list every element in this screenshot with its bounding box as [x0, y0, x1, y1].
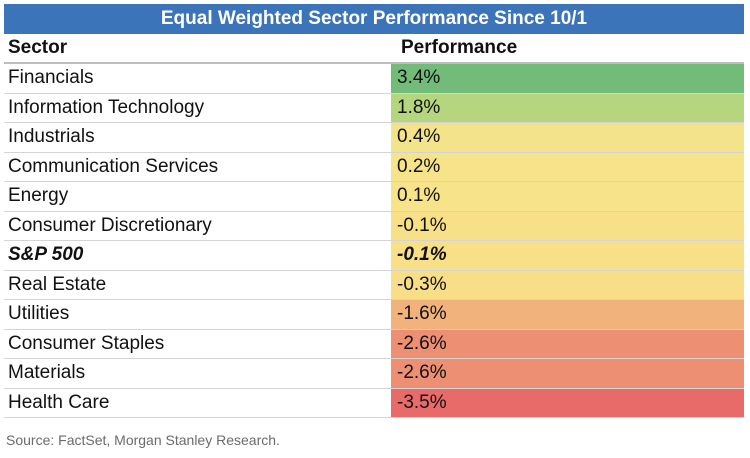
- performance-value: -2.6%: [391, 359, 744, 388]
- sector-name: Utilities: [8, 303, 70, 325]
- sector-name: Real Estate: [8, 273, 107, 295]
- performance-value: 1.8%: [391, 93, 744, 122]
- sector-name: Health Care: [8, 391, 110, 413]
- table-row: Consumer Discretionary -0.1%: [4, 211, 744, 241]
- performance-value: 3.4%: [391, 64, 744, 93]
- table-row: Real Estate -0.3%: [4, 270, 744, 300]
- sector-name: Consumer Discretionary: [8, 214, 212, 236]
- table-title: Equal Weighted Sector Performance Since …: [4, 4, 744, 34]
- performance-value: -0.1%: [391, 211, 744, 240]
- table-row: Utilities -1.6%: [4, 300, 744, 330]
- table-row: Financials 3.4%: [4, 64, 744, 94]
- performance-value: -0.1%: [391, 241, 744, 270]
- table-row: Industrials 0.4%: [4, 123, 744, 153]
- performance-value: 0.1%: [391, 182, 744, 211]
- header-sector: Sector: [8, 37, 68, 58]
- table-row: S&P 500 -0.1%: [4, 241, 744, 271]
- performance-value: 0.4%: [391, 123, 744, 152]
- table-row: Energy 0.1%: [4, 182, 744, 212]
- sector-name: Communication Services: [8, 155, 219, 177]
- table-row: Information Technology 1.8%: [4, 93, 744, 123]
- sector-name: Consumer Staples: [8, 332, 165, 354]
- table-body: Financials 3.4% Information Technology 1.8%…: [4, 64, 744, 418]
- table-row: Materials -2.6%: [4, 359, 744, 389]
- sector-name: Energy: [8, 185, 69, 207]
- table-row: Consumer Staples -2.6%: [4, 329, 744, 359]
- table-row: Health Care -3.5%: [4, 388, 744, 418]
- sector-name: S&P 500: [8, 244, 84, 266]
- sector-name: Information Technology: [8, 96, 205, 118]
- performance-value: 0.2%: [391, 152, 744, 181]
- sector-name: Industrials: [8, 126, 95, 148]
- table-row: Communication Services 0.2%: [4, 152, 744, 182]
- performance-value: -2.6%: [391, 329, 744, 358]
- performance-value: -3.5%: [391, 388, 744, 417]
- header-row: Sector Performance: [4, 34, 744, 64]
- sector-name: Financials: [8, 67, 94, 89]
- performance-value: -1.6%: [391, 300, 744, 329]
- source-note: Source: FactSet, Morgan Stanley Research…: [6, 432, 280, 448]
- performance-value: -0.3%: [391, 270, 744, 299]
- sector-performance-table: Equal Weighted Sector Performance Since …: [4, 4, 744, 418]
- header-performance: Performance: [401, 37, 518, 58]
- sector-name: Materials: [8, 362, 86, 384]
